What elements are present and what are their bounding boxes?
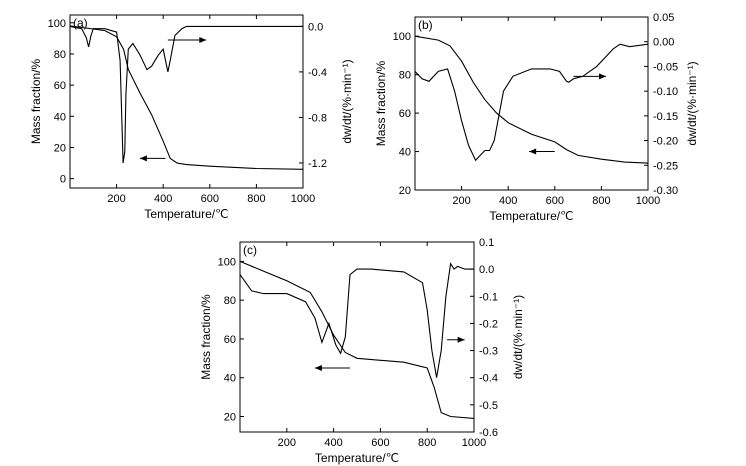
arrow-right-icon xyxy=(199,37,207,44)
y-tick-label: 40 xyxy=(224,373,236,385)
y-axis-title: Mass fraction/% xyxy=(29,58,43,144)
x-tick-label: 800 xyxy=(418,437,436,449)
x-tick-label: 200 xyxy=(107,193,125,205)
y-axis-title: Mass fraction/% xyxy=(374,60,388,146)
arrow-right-icon xyxy=(599,73,607,80)
x-tick-label: 1000 xyxy=(636,195,660,207)
x-tick-label: 800 xyxy=(592,195,610,207)
x-tick-label: 600 xyxy=(371,437,389,449)
x-axis-title: Temperature/℃ xyxy=(315,451,399,465)
arrow-left-icon xyxy=(314,365,322,372)
y2-tick-label: -0.15 xyxy=(653,111,678,123)
y-tick-label: 20 xyxy=(224,411,236,423)
y2-tick-label: -0.3 xyxy=(479,346,498,358)
y2-tick-label: -0.20 xyxy=(653,136,678,148)
y2-axis-title: dw/dt/(%·min⁻¹) xyxy=(685,61,699,145)
y-tick-label: 60 xyxy=(54,80,66,92)
y-tick-label: 40 xyxy=(54,111,66,123)
dtg-curve xyxy=(414,43,649,162)
mass-curve xyxy=(69,25,304,170)
y-tick-label: 40 xyxy=(399,147,411,159)
y2-tick-label: 0.0 xyxy=(308,21,323,33)
arrow-left-icon xyxy=(139,155,147,162)
plot-frame xyxy=(69,14,304,189)
y2-tick-label: -1.2 xyxy=(308,158,327,170)
y2-tick-label: -0.05 xyxy=(653,61,678,73)
y2-axis-title: dw/dt/(%·min⁻¹) xyxy=(511,295,525,379)
y-tick-label: 100 xyxy=(218,256,236,268)
y2-tick-label: -0.4 xyxy=(479,373,498,385)
y2-axis-title: dw/dt/(%·min⁻¹) xyxy=(340,59,354,143)
panel-c: (c) 200 400 600 800 1000 20 40 60 80 100 0.1 0.0 -0.1… xyxy=(199,237,525,465)
plot-frame xyxy=(414,16,649,191)
y-axis-title: Mass fraction/% xyxy=(199,294,213,380)
y-tick-label: 20 xyxy=(399,185,411,197)
y2-tick-label: 0.1 xyxy=(479,237,494,249)
y2-tick-label: -0.6 xyxy=(479,427,498,439)
y2-tick-label: 0.00 xyxy=(653,37,674,49)
y2-tick-label: -0.10 xyxy=(653,86,678,98)
y-tick-label: 20 xyxy=(54,142,66,154)
y2-tick-label: -0.5 xyxy=(479,400,498,412)
y-tick-label: 80 xyxy=(399,70,411,82)
x-tick-label: 200 xyxy=(452,195,470,207)
x-tick-label: 600 xyxy=(201,193,219,205)
mass-curve xyxy=(414,35,649,164)
arrow-right-icon xyxy=(457,336,465,343)
x-axis-title: Temperature/℃ xyxy=(489,209,573,223)
y-tick-label: 60 xyxy=(399,108,411,120)
mass-curve xyxy=(239,260,475,419)
y-tick-label: 100 xyxy=(48,18,66,30)
y2-tick-label: -0.1 xyxy=(479,291,498,303)
y2-tick-label: -0.25 xyxy=(653,160,678,172)
y-tick-label: 60 xyxy=(224,334,236,346)
dtg-curve xyxy=(69,25,303,164)
dtg-curve xyxy=(239,262,474,378)
y2-tick-label: -0.2 xyxy=(479,318,498,330)
y-tick-label: 100 xyxy=(393,31,411,43)
x-axis-title: Temperature/℃ xyxy=(144,207,228,221)
y-tick-label: 80 xyxy=(224,295,236,307)
x-tick-label: 1000 xyxy=(462,437,486,449)
x-tick-label: 400 xyxy=(324,437,342,449)
x-tick-label: 800 xyxy=(247,193,265,205)
panel-b: (b) 200 400 600 800 1000 20 40 60 80 100 0.05 0.00 -0… xyxy=(374,12,699,223)
y2-tick-label: -0.8 xyxy=(308,112,327,124)
y2-tick-label: -0.30 xyxy=(653,185,678,197)
plot-frame xyxy=(239,241,475,433)
x-tick-label: 200 xyxy=(278,437,296,449)
y2-tick-label: 0.05 xyxy=(653,12,674,24)
y-tick-label: 0 xyxy=(60,174,66,186)
y2-tick-label: 0.0 xyxy=(479,264,494,276)
y-tick-label: 80 xyxy=(54,49,66,61)
panel-label: (b) xyxy=(418,18,433,32)
x-tick-label: 400 xyxy=(154,193,172,205)
x-tick-label: 400 xyxy=(499,195,517,207)
x-tick-label: 600 xyxy=(546,195,564,207)
x-tick-label: 1000 xyxy=(291,193,315,205)
arrow-left-icon xyxy=(529,148,537,155)
panel-label: (c) xyxy=(243,243,257,257)
y2-tick-label: -0.4 xyxy=(308,67,327,79)
